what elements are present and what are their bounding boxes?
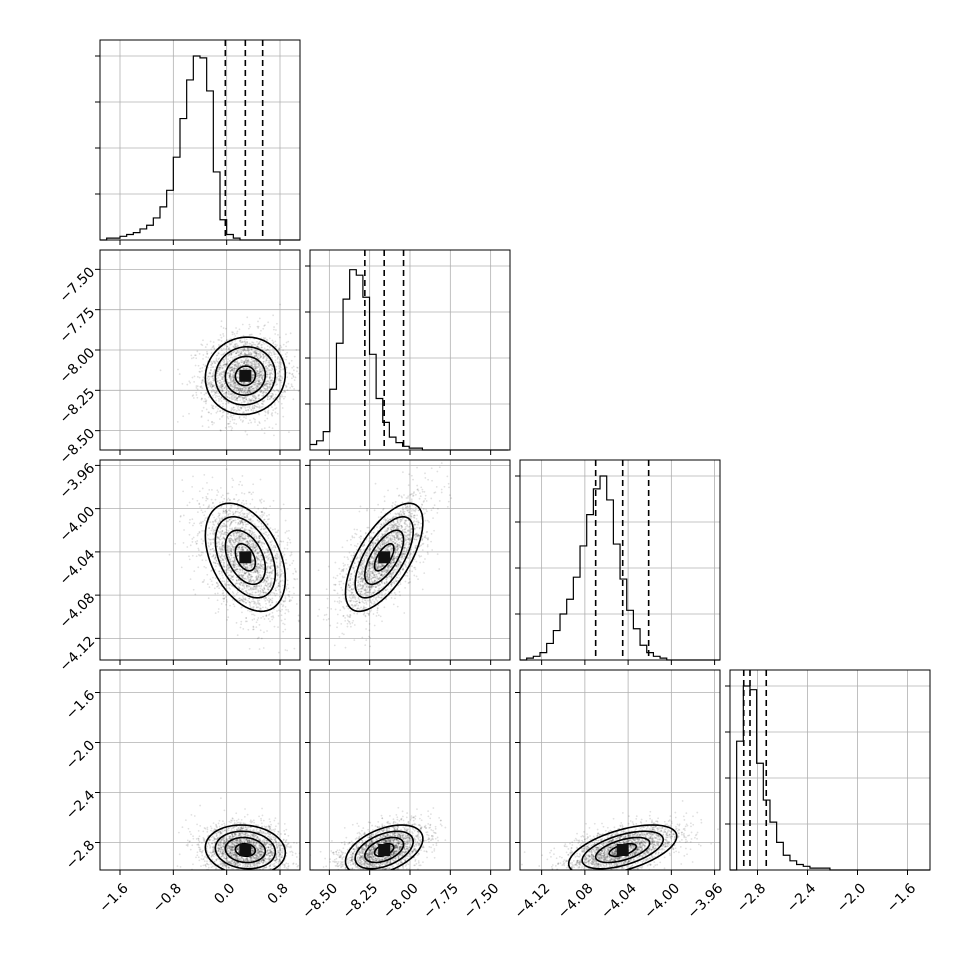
- y-tick-label: −4.12: [57, 633, 99, 675]
- hist-panel-p3: −2.8 −2.4 −2.0 −1.6: [725, 669, 931, 916]
- x-tick-label: −2.4: [784, 880, 819, 915]
- y-tick-label: −4.08: [57, 590, 99, 632]
- density-core: [239, 369, 252, 382]
- histogram-p2: [520, 475, 720, 661]
- x-tick-label: −1.6: [884, 880, 919, 915]
- y-tick-label: −2.8: [63, 837, 98, 872]
- scatter-panel-p0-p3: −1.6 −0.8 0.0 0.8 −2.8 −2.4 −2.0 −1.6: [63, 669, 301, 916]
- density-contour-3: [234, 542, 257, 572]
- y-tick-label: −4.00: [57, 504, 99, 546]
- x-tick-label: −0.8: [150, 880, 185, 915]
- axes-frame: [729, 669, 931, 871]
- x-tick-label: −3.96: [685, 880, 727, 922]
- x-tick-label: −8.50: [299, 880, 341, 922]
- x-tick-label: −8.25: [340, 880, 382, 922]
- y-tick-label: −8.50: [57, 426, 99, 468]
- scatter-panel-p0-p2: −4.12−4.08−4.04−4.00−3.96: [57, 459, 301, 675]
- density-contour-2: [224, 355, 267, 396]
- density-core: [616, 844, 629, 856]
- density-contour-2: [364, 836, 405, 864]
- y-tick-label: −2.4: [63, 787, 98, 822]
- density-core: [239, 551, 252, 564]
- density-contour-2: [364, 529, 405, 586]
- y-tick-label: −1.6: [63, 687, 98, 722]
- y-tick-label: −4.04: [57, 547, 99, 589]
- axes-frame: [99, 249, 301, 451]
- hist-panel-p2: [515, 459, 721, 665]
- density-core: [378, 551, 391, 564]
- x-tick-label: −8.00: [380, 880, 422, 922]
- density-contour-0: [204, 824, 287, 870]
- scatter-points: [168, 468, 300, 660]
- density-contour-1: [354, 515, 415, 599]
- x-tick-label: −4.00: [641, 880, 683, 922]
- scatter-points: [310, 806, 447, 870]
- density-contour-2: [594, 836, 651, 864]
- x-tick-label: −7.75: [420, 880, 462, 922]
- hist-panel-p0: [95, 39, 301, 245]
- density-contour-0: [344, 824, 424, 870]
- x-tick-label: −4.12: [512, 880, 554, 922]
- density-contour-2: [224, 529, 267, 586]
- panels: −2.8 −2.4 −2.0 −1.6−8.50−8.25−8.00−7.75−7.5…: [57, 39, 931, 922]
- scatter-panel-p2-p3: −4.12 −4.08 −4.04 −4.00 −3.96: [512, 669, 727, 922]
- scatter-points: [521, 800, 719, 870]
- density-contour-1: [214, 830, 277, 870]
- x-tick-label: 0.0: [211, 880, 238, 907]
- scatter-points: [159, 303, 300, 437]
- axes-frame: [519, 459, 721, 661]
- scatter-panel-p0-p1: −8.50−8.25−8.00−7.75−7.50: [57, 249, 301, 468]
- scatter-points: [176, 797, 300, 870]
- histogram-p1: [310, 269, 509, 451]
- x-tick-label: −4.04: [598, 880, 640, 922]
- scatter-panel-p1-p3: −8.50−8.25−8.00−7.75−7.50: [299, 669, 511, 922]
- axes-frame: [309, 669, 511, 871]
- y-tick-label: −2.0: [63, 737, 98, 772]
- y-tick-label: −8.00: [57, 345, 99, 387]
- x-tick-label: −1.6: [96, 880, 131, 915]
- scatter-points: [317, 462, 453, 649]
- density-contour-1: [354, 830, 415, 870]
- x-tick-label: −4.08: [555, 880, 597, 922]
- hist-panel-p1: [305, 249, 511, 455]
- density-contour-1: [214, 345, 277, 406]
- y-tick-label: −7.75: [57, 305, 99, 347]
- x-tick-label: −2.0: [834, 880, 869, 915]
- x-tick-label: −2.8: [734, 880, 769, 915]
- x-tick-label: −7.50: [461, 880, 503, 922]
- axes-frame: [99, 669, 301, 871]
- density-contour-0: [344, 502, 424, 613]
- axes-frame: [309, 249, 511, 451]
- y-tick-label: −3.96: [57, 460, 99, 502]
- density-contour-0: [204, 502, 287, 613]
- density-contour-0: [567, 824, 678, 870]
- density-contour-2: [224, 836, 267, 864]
- axes-frame: [99, 459, 301, 661]
- y-tick-label: −8.25: [57, 385, 99, 427]
- density-contour-3: [234, 365, 257, 387]
- y-tick-label: −7.50: [57, 264, 99, 306]
- axes-frame: [309, 459, 511, 661]
- density-contour-0: [204, 336, 287, 416]
- x-tick-label: 0.8: [265, 880, 292, 907]
- axes-frame: [99, 39, 301, 241]
- density-core: [378, 844, 391, 856]
- scatter-panel-p1-p2: [305, 459, 511, 665]
- axes-frame: [519, 669, 721, 871]
- density-core: [239, 844, 252, 856]
- density-contour-1: [214, 515, 277, 599]
- density-contour-1: [581, 830, 665, 870]
